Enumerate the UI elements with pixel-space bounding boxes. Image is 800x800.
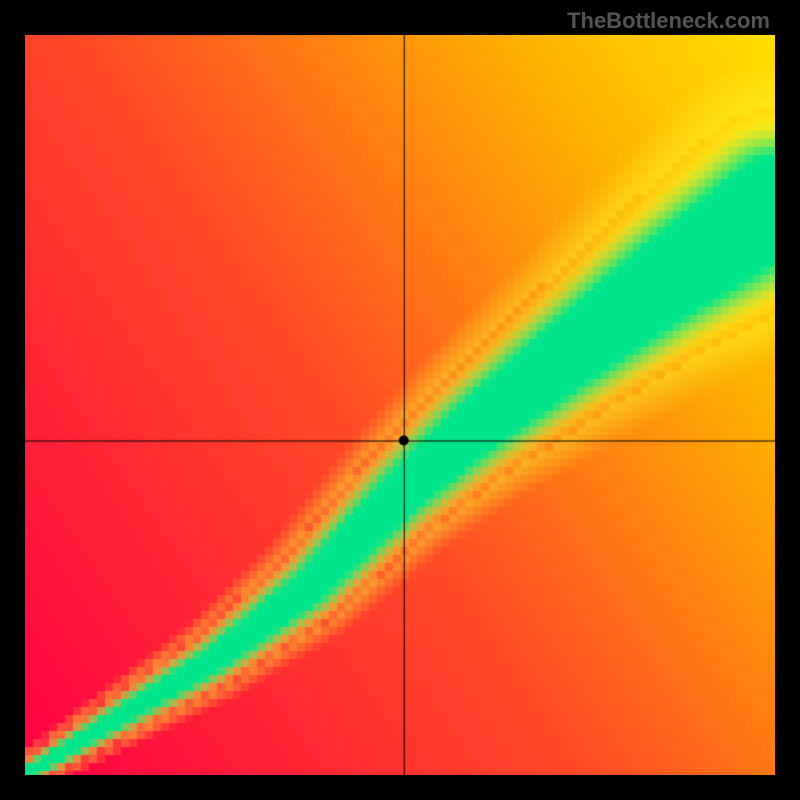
- heatmap-canvas: [25, 35, 775, 775]
- plot-area: [25, 35, 775, 775]
- chart-frame: TheBottleneck.com: [0, 0, 800, 800]
- watermark-label: TheBottleneck.com: [567, 8, 770, 34]
